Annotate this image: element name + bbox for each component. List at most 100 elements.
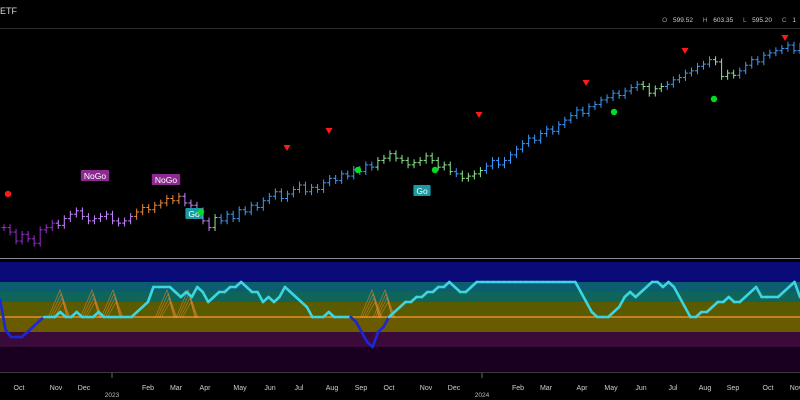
momentum-flag-line <box>179 297 197 319</box>
price-bar <box>658 83 664 93</box>
x-tick-label: Dec <box>448 385 461 392</box>
x-tick-label: May <box>604 385 618 392</box>
price-bar <box>761 51 767 66</box>
momentum-flag-line <box>100 289 124 319</box>
signal-triangle <box>781 35 789 41</box>
momentum-flag-line <box>81 293 102 319</box>
regime-label-bg <box>80 170 110 181</box>
x-tick-label: Apr <box>577 385 589 392</box>
price-bar <box>13 228 19 245</box>
signal-dot <box>431 166 439 174</box>
x-tick-label: Feb <box>142 385 154 392</box>
price-bar <box>417 157 423 167</box>
price-bar <box>477 167 483 178</box>
price-bar <box>248 201 254 216</box>
price-bar <box>158 199 164 209</box>
symbol-label: ETF <box>0 6 17 16</box>
price-bar <box>315 183 321 193</box>
oscillator-segment <box>617 295 626 309</box>
price-bar <box>218 214 224 225</box>
oscillator-segment <box>0 298 7 331</box>
price-bar <box>622 87 628 99</box>
oscillator-band <box>0 302 800 317</box>
price-bar <box>19 230 25 245</box>
oscillator-segment <box>672 285 681 299</box>
ohlc-low-value: 595.20 <box>752 17 773 24</box>
price-bar <box>592 101 598 111</box>
price-bar <box>423 152 429 164</box>
price-bar <box>97 213 103 223</box>
momentum-flag-line <box>53 301 68 319</box>
price-bar <box>272 188 278 200</box>
x-tick-label: Aug <box>699 385 712 392</box>
price-bar <box>694 62 700 75</box>
price-bar <box>152 201 158 214</box>
price-bar <box>743 61 749 75</box>
signal-triangle <box>681 48 689 54</box>
oscillator-line <box>0 280 800 349</box>
price-bar <box>224 210 230 225</box>
oscillator-segment <box>278 285 287 299</box>
price-bar <box>447 161 453 175</box>
ohlc-open-key: O <box>662 17 668 24</box>
price-bar <box>574 106 580 119</box>
oscillator-segment <box>683 305 692 319</box>
price-bar <box>634 80 640 91</box>
price-bar <box>568 112 574 124</box>
price-bar <box>616 89 622 99</box>
price-bar <box>483 162 489 174</box>
oscillator-segment <box>382 315 391 329</box>
ohlc-high-key: H <box>702 17 708 24</box>
price-bar <box>429 152 435 164</box>
signal-dot <box>197 208 205 216</box>
price-bar <box>538 130 544 144</box>
price-bar <box>79 207 85 220</box>
oscillator-band <box>0 347 800 372</box>
price-bar <box>296 181 302 193</box>
price-bar <box>640 80 646 90</box>
price-bar <box>61 215 67 229</box>
momentum-flag-line <box>79 289 103 319</box>
ohlc-close-value: 1 <box>792 17 796 24</box>
momentum-flag-line <box>361 293 382 319</box>
price-bar <box>598 96 604 108</box>
price-bars <box>1 41 800 247</box>
regime-label-bg <box>151 174 181 185</box>
price-bar <box>260 197 266 211</box>
price-bar <box>7 224 13 236</box>
price-bar <box>749 56 755 69</box>
oscillator-segment <box>793 280 800 299</box>
price-bar <box>309 183 315 196</box>
x-tick-label: Jul <box>669 385 678 392</box>
regime-label-bg <box>413 185 431 196</box>
price-bar <box>550 125 556 135</box>
price-bar <box>411 159 417 169</box>
price-bar <box>188 199 194 209</box>
price-bar <box>495 157 501 169</box>
momentum-flag <box>154 289 178 319</box>
x-tick-label: Jun <box>635 385 646 392</box>
price-bar <box>67 210 73 223</box>
x-tick-label: Sep <box>355 385 368 392</box>
momentum-flag-line <box>181 301 196 319</box>
momentum-flag-line <box>376 297 394 319</box>
oscillator-segment <box>4 328 13 339</box>
price-bar <box>508 151 514 164</box>
oscillator-segment <box>146 285 155 304</box>
oscillator-segment <box>371 330 380 349</box>
ohlc-low-key: L <box>742 17 747 24</box>
price-bar <box>785 41 791 52</box>
momentum-flag <box>47 289 71 319</box>
price-bar <box>580 106 586 117</box>
momentum-flag-line <box>175 289 199 319</box>
oscillator-bands <box>0 262 800 372</box>
x-tick-label: Dec <box>78 385 91 392</box>
price-bar <box>55 219 61 229</box>
price-bar <box>676 74 682 84</box>
price-bar <box>182 192 188 207</box>
price-bar <box>767 49 773 59</box>
price-bar <box>393 150 399 162</box>
price-bar <box>652 85 658 97</box>
price-bar <box>387 150 393 162</box>
price-bar <box>73 207 79 218</box>
